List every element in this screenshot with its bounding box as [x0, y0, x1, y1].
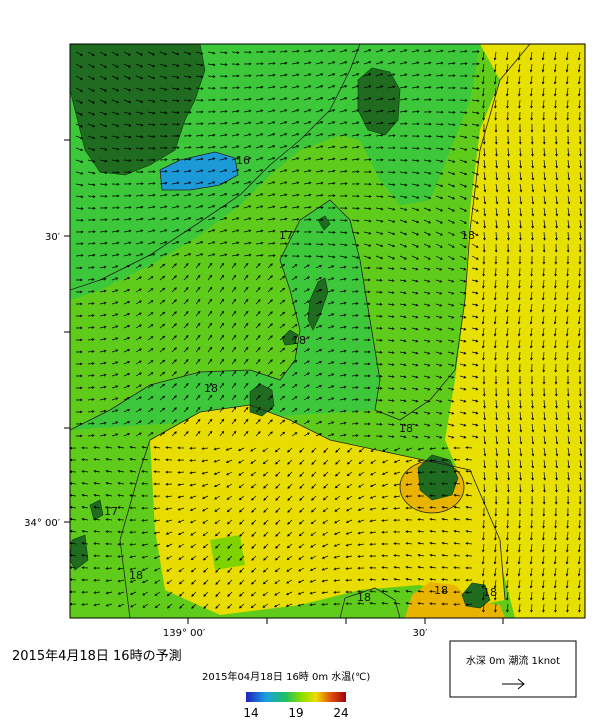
legend-box: [449, 640, 577, 698]
map-frame: [69, 43, 586, 619]
lon-label: 139° 00′: [163, 628, 206, 639]
lon-label: 30′: [413, 628, 429, 639]
sea-19-east: [445, 44, 585, 618]
title: 2015年4月18日 16時の予測: [12, 649, 182, 664]
contour-label: 18: [204, 382, 218, 395]
contour-label: 18: [461, 229, 475, 242]
contour-label: 18: [292, 334, 306, 347]
contour-label: 18: [357, 591, 371, 604]
lat-label: 34° 00′: [24, 518, 61, 529]
arrow-field: [70, 49, 583, 613]
land: [70, 44, 491, 609]
current-arrows: [70, 49, 583, 613]
contour-label: 18: [399, 422, 413, 435]
contour-label: 18: [483, 586, 497, 599]
colorbar-tick: 14: [243, 706, 258, 720]
contour-label: 18: [434, 584, 448, 597]
subtitle: 2015年04月18日 16時 0m 水温(℃): [202, 670, 370, 683]
legend-arrow: [502, 678, 525, 690]
map: [70, 44, 585, 618]
lat-label: 30′: [45, 232, 61, 243]
contour-labels: 16 17 18 18 18 18 17 18 18 18 18: [104, 154, 497, 604]
contour-label: 17: [279, 229, 293, 242]
sea-patch: [210, 535, 245, 570]
contour-label: 17: [104, 505, 118, 518]
contour-label: 16: [236, 154, 250, 167]
sea-17b: [70, 44, 530, 430]
legend-text: 水深 0m 潮流 1knot: [466, 654, 560, 667]
contour-label: 18: [129, 569, 143, 582]
axis-ticks: [64, 139, 504, 624]
colorbar-tick: 24: [333, 706, 348, 720]
colorbar: [246, 692, 346, 702]
colorbar-tick: 19: [288, 706, 303, 720]
